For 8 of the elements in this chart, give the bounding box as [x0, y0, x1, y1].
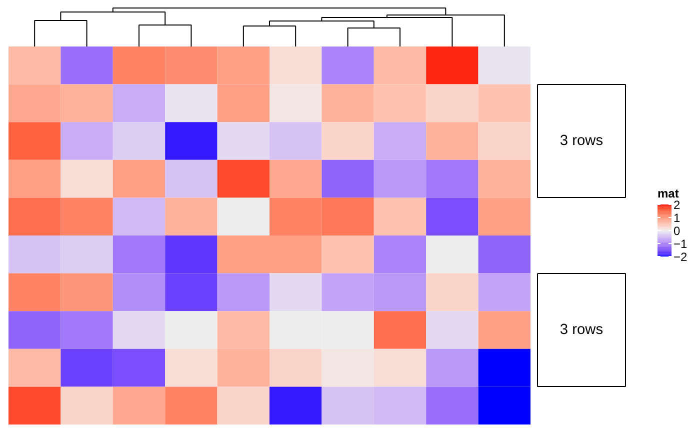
- color-bar-title: mat: [658, 186, 679, 200]
- text: 3 rows: [560, 133, 604, 149]
- color-bar-label: −2: [674, 250, 688, 264]
- color-bar-label: 0: [674, 224, 680, 238]
- color-bar-label: 2: [674, 198, 680, 212]
- color-bar-label: 1: [674, 211, 680, 225]
- text: 3 rows: [560, 322, 604, 338]
- color-bar-label: −1: [674, 237, 688, 251]
